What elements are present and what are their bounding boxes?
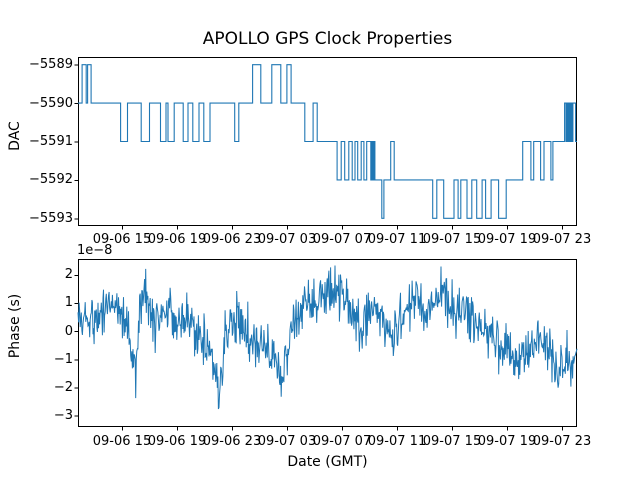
tick-label: −2 — [53, 380, 73, 396]
tick-label: 09-07 07 — [312, 434, 372, 449]
tick-label: 09-06 15 — [92, 434, 152, 449]
tick-label: 09-07 07 — [312, 232, 372, 247]
tick-label: −5590 — [29, 95, 73, 111]
tick-label: 09-06 15 — [92, 232, 152, 247]
phase-plot — [74, 259, 578, 431]
tick-label: 09-06 23 — [202, 232, 262, 247]
phase-noise-line — [77, 265, 578, 410]
tick-label: 09-07 15 — [422, 232, 482, 247]
chart-title: APOLLO GPS Clock Properties — [202, 29, 453, 49]
tick-label: 09-07 11 — [367, 232, 427, 247]
tick-label: 09-07 23 — [532, 232, 592, 247]
tick-label: 09-07 11 — [367, 434, 427, 449]
tick-label: −1 — [53, 351, 73, 367]
dac-tick-marks — [74, 64, 563, 230]
tick-label: 09-07 03 — [257, 434, 317, 449]
tick-label: 0 — [64, 323, 73, 339]
phase-plot-frame — [78, 259, 577, 427]
dac-plot — [74, 57, 577, 230]
tick-label: 09-07 23 — [532, 434, 592, 449]
phase-offset-multiplier: 1e−8 — [77, 243, 113, 258]
tick-label: −5592 — [29, 172, 73, 188]
tick-label: 09-06 19 — [147, 232, 207, 247]
tick-label: 09-07 15 — [422, 434, 482, 449]
tick-label: −3 — [53, 408, 73, 424]
tick-label: 2 — [64, 267, 73, 283]
x-axis-label: Date (GMT) — [287, 454, 368, 470]
tick-label: 1 — [64, 295, 73, 311]
tick-label: −5591 — [29, 134, 73, 149]
tick-label: −5589 — [29, 57, 73, 73]
tick-label: 09-07 19 — [477, 434, 537, 449]
tick-label: 09-06 23 — [202, 434, 262, 449]
tick-label: 09-07 03 — [257, 232, 317, 247]
tick-label: 09-07 19 — [477, 232, 537, 247]
phase-tick-marks — [74, 274, 563, 431]
dac-step-line — [78, 64, 577, 219]
tick-label: 09-06 19 — [147, 434, 207, 449]
tick-label: −5593 — [29, 210, 73, 226]
